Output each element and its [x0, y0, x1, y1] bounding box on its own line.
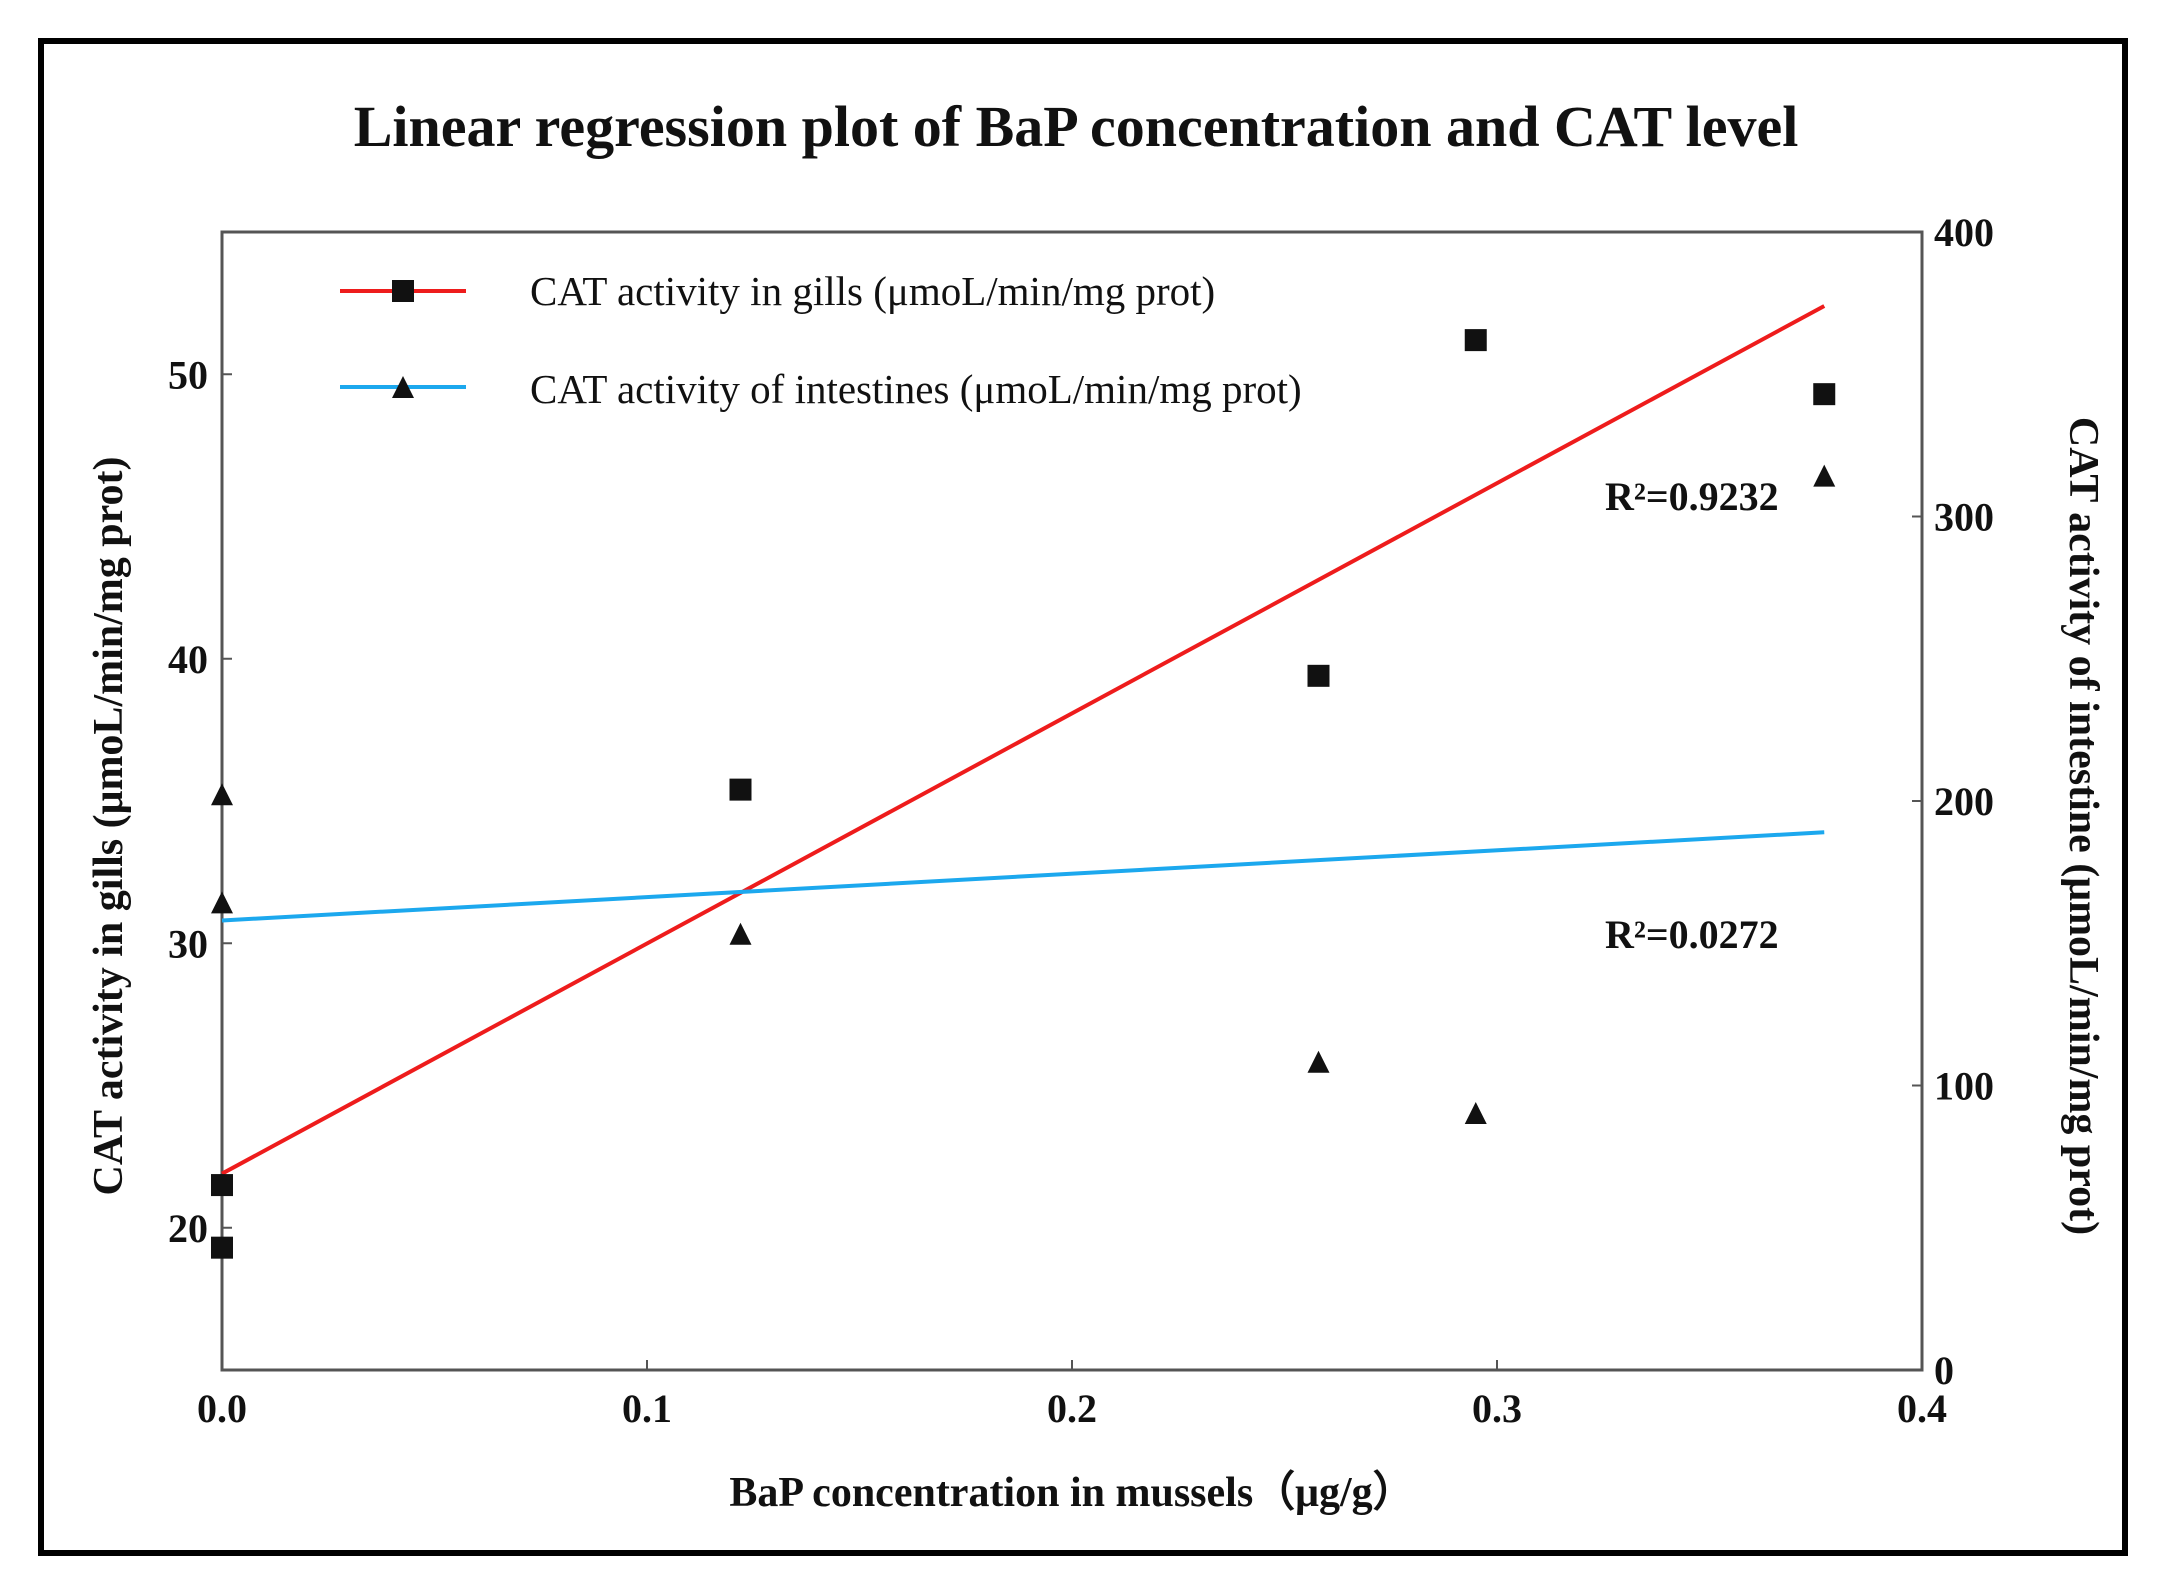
- left-y-axis-label: CAT activity in gills (μmoL/min/mg prot): [86, 457, 132, 1196]
- data-points: [211, 329, 1836, 1259]
- right-y-tick-label: 200: [1934, 779, 1994, 824]
- r2-intestines-annotation: R²=0.0272: [1605, 912, 1779, 957]
- data-point-gills: [211, 1236, 233, 1259]
- x-tick-label: 0.1: [622, 1386, 672, 1431]
- legend-gills-label: CAT activity in gills (μmoL/min/mg prot): [530, 268, 1215, 314]
- fit-line-gills: [221, 304, 1826, 1176]
- right-y-tick-label: 300: [1934, 495, 1994, 540]
- left-y-tick-label: 30: [168, 921, 208, 966]
- data-point-intestines: [1813, 464, 1836, 487]
- legend-intestines-label: CAT activity of intestines (μmoL/min/mg …: [530, 366, 1302, 412]
- data-point-intestines: [211, 783, 233, 806]
- data-point-gills: [211, 1174, 233, 1197]
- r2-gills-annotation: R²=0.9232: [1605, 474, 1779, 519]
- right-y-axis-label: CAT activity of intestine (μmoL/min/mg p…: [2060, 417, 2106, 1235]
- right-y-axis-ticks: 0 100 200 300 400: [1912, 210, 1994, 1393]
- right-y-tick-label: 0: [1934, 1348, 1954, 1393]
- x-tick-label: 0.3: [1472, 1386, 1522, 1431]
- x-axis-ticks: 0.0 0.1 0.2 0.3 0.4: [197, 1360, 1947, 1431]
- data-point-intestines: [729, 922, 752, 945]
- data-point-gills: [1464, 329, 1487, 352]
- left-y-tick-label: 20: [168, 1206, 208, 1251]
- fit-line-intestines: [221, 830, 1825, 923]
- data-point-gills: [729, 778, 752, 801]
- right-y-tick-label: 100: [1934, 1064, 1994, 1109]
- data-point-gills: [1813, 383, 1836, 406]
- right-y-tick-label: 400: [1934, 210, 1994, 255]
- data-point-intestines: [1307, 1050, 1330, 1073]
- chart-title: Linear regression plot of BaP concentrat…: [354, 94, 1799, 159]
- left-y-axis-ticks: 20 30 40 50: [168, 352, 232, 1251]
- legend-square-marker: [392, 280, 414, 302]
- data-point-gills: [1307, 664, 1330, 687]
- left-y-tick-label: 50: [168, 352, 208, 397]
- x-tick-label: 0.2: [1047, 1386, 1097, 1431]
- x-tick-label: 0.0: [197, 1386, 247, 1431]
- regression-lines: [221, 304, 1826, 1176]
- x-axis-label: BaP concentration in mussels（μg/g）: [729, 1469, 1414, 1516]
- left-y-tick-label: 40: [168, 637, 208, 682]
- x-tick-label: 0.4: [1897, 1386, 1947, 1431]
- data-point-intestines: [1464, 1101, 1487, 1124]
- legend: CAT activity in gills (μmoL/min/mg prot)…: [340, 268, 1302, 412]
- data-point-intestines: [211, 891, 233, 914]
- legend-triangle-marker: [392, 376, 414, 398]
